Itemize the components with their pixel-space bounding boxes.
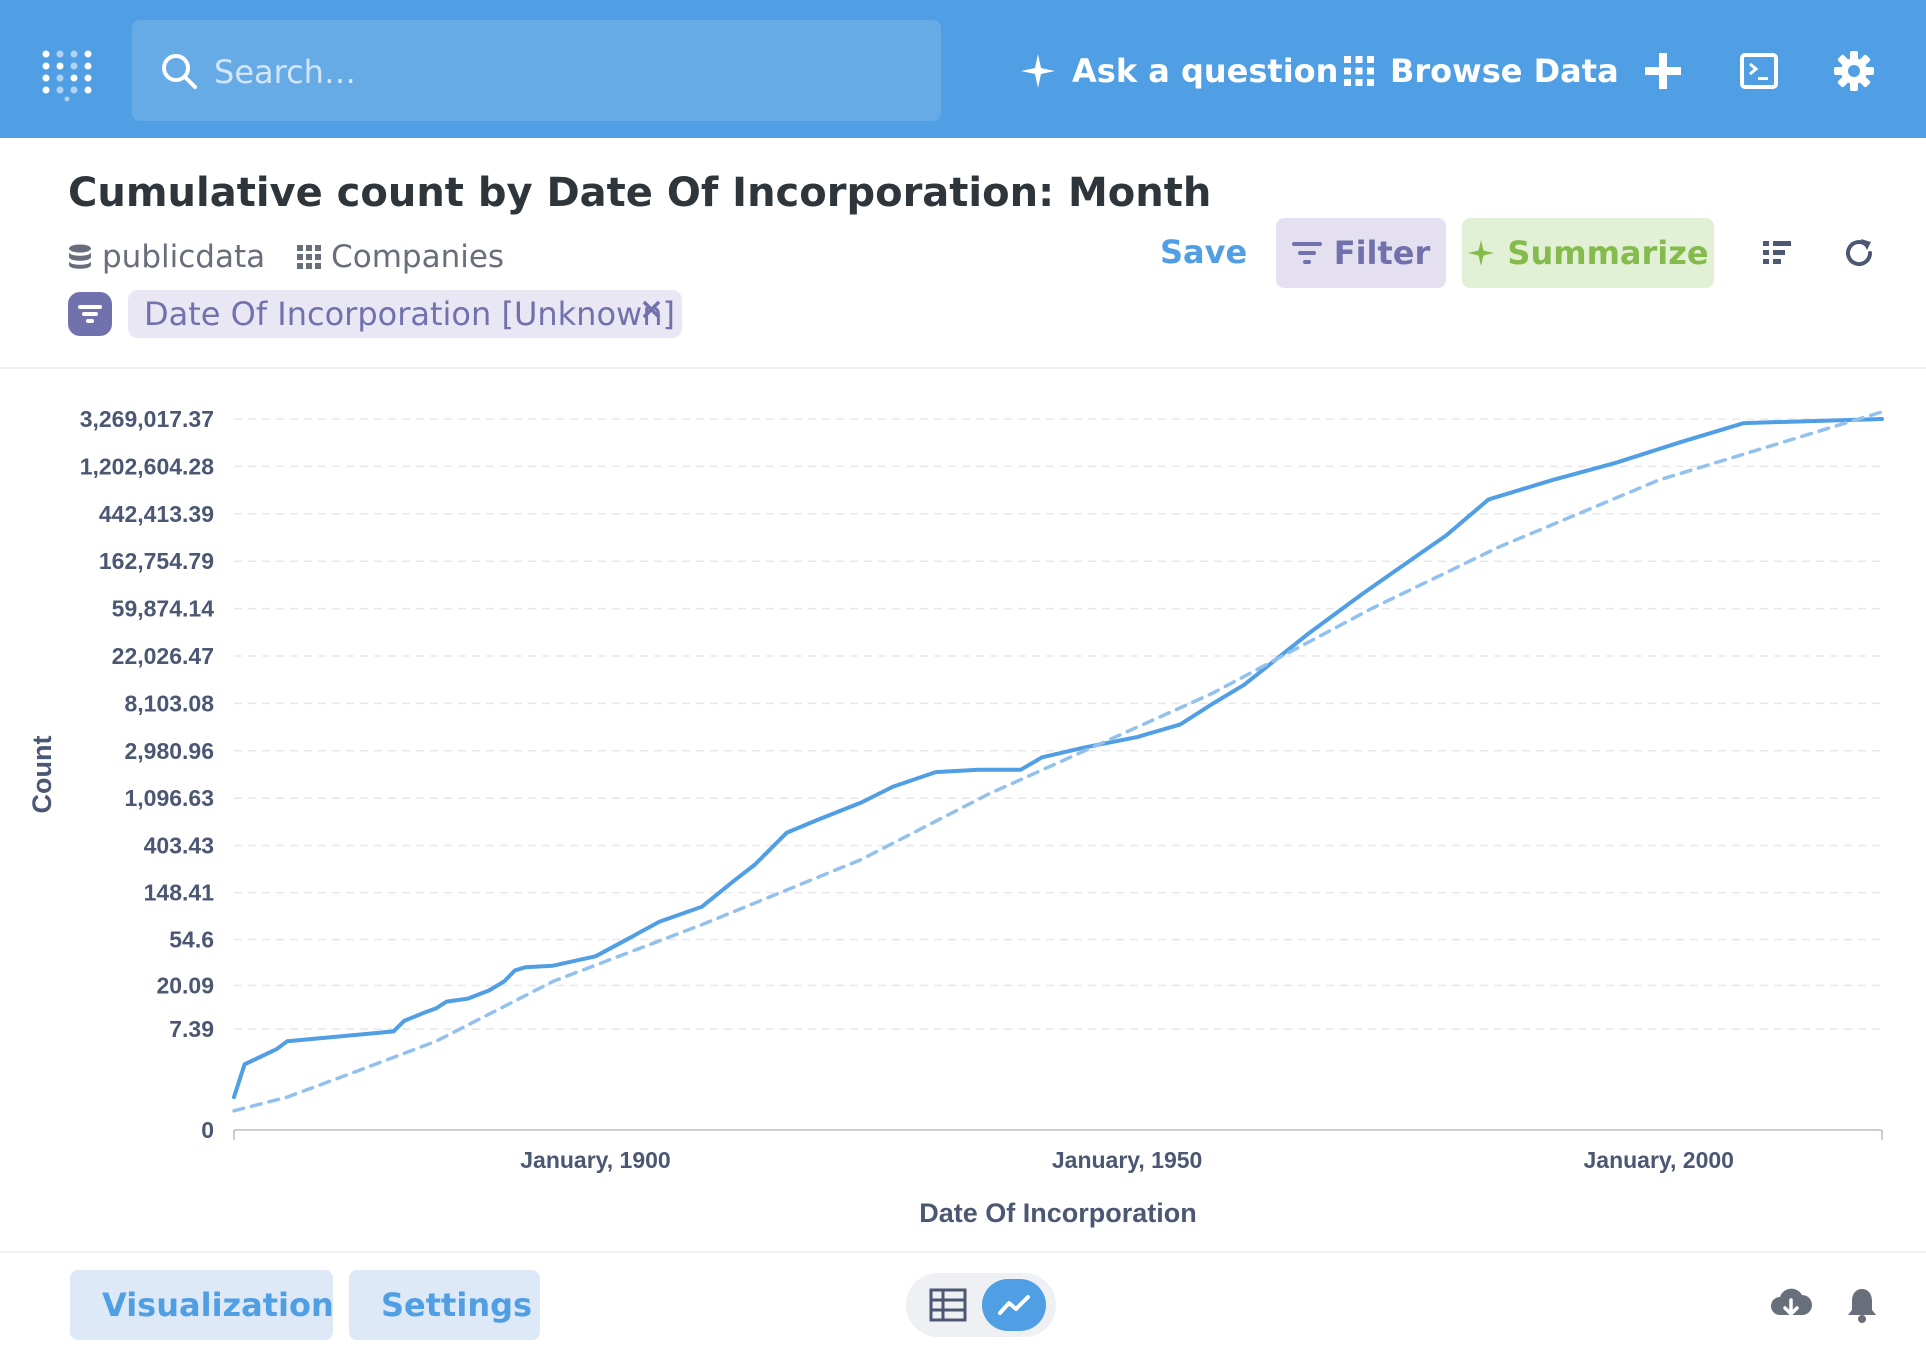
summarize-sparkle-icon (1468, 240, 1495, 266)
x-tick-label: January, 1900 (520, 1147, 670, 1173)
y-tick-label: 1,096.63 (124, 785, 214, 811)
y-tick-label: 0 (201, 1117, 214, 1143)
save-button[interactable]: Save (1160, 233, 1248, 271)
refresh-icon[interactable] (1842, 236, 1876, 270)
chart-view-icon (998, 1295, 1030, 1315)
filter-lines-icon (78, 305, 102, 323)
visualization-button[interactable]: Visualization (70, 1270, 334, 1340)
new-plus-icon[interactable] (1642, 50, 1684, 92)
download-icon[interactable] (1770, 1287, 1812, 1323)
database-name: publicdata (102, 239, 266, 275)
table-grid-icon (297, 245, 322, 269)
filter-label: Filter (1333, 234, 1431, 272)
sql-editor-icon[interactable] (1738, 50, 1780, 92)
browse-data-label: Browse Data (1390, 52, 1619, 90)
notebook-editor-icon[interactable] (1762, 238, 1794, 268)
settings-gear-icon[interactable] (1833, 50, 1875, 92)
filter-button[interactable]: Filter (1276, 218, 1446, 288)
y-tick-label: 20.09 (156, 972, 214, 998)
search-input[interactable] (212, 20, 916, 123)
metabase-logo-icon[interactable] (40, 44, 94, 102)
x-axis-title: Date Of Incorporation (919, 1198, 1197, 1228)
y-tick-label: 8,103.08 (124, 690, 214, 716)
search-box[interactable] (132, 20, 941, 123)
y-tick-label: 162,754.79 (99, 548, 214, 574)
table-view-icon[interactable] (928, 1285, 968, 1325)
sparkle-icon (1021, 54, 1055, 88)
view-toggle (906, 1273, 1056, 1337)
y-tick-label: 7.39 (169, 1016, 214, 1042)
y-tick-label: 403.43 (144, 832, 214, 858)
series-line (232, 417, 1884, 1100)
filter-pill-remove-icon[interactable]: × (638, 292, 664, 327)
y-tick-label: 1,202,604.28 (80, 453, 215, 479)
y-tick-label: 54.6 (169, 927, 214, 953)
grid-icon (1344, 56, 1374, 86)
filter-pill-label: Date Of Incorporation [Unknown] (144, 295, 675, 333)
question-title: Cumulative count by Date Of Incorporatio… (68, 170, 1212, 216)
visualization-label: Visualization (102, 1286, 334, 1324)
top-navigation-bar: Ask a question Browse Data (0, 0, 1926, 138)
y-tick-label: 22,026.47 (112, 643, 214, 669)
y-tick-label: 148.41 (144, 880, 215, 906)
trend-line (232, 410, 1884, 1113)
y-axis-title: Count (27, 736, 57, 814)
y-tick-label: 59,874.14 (112, 596, 215, 622)
filter-pill[interactable]: Date Of Incorporation [Unknown] × (128, 290, 682, 338)
breadcrumb-database[interactable]: publicdata (68, 239, 265, 275)
y-tick-label: 2,980.96 (124, 738, 214, 764)
breadcrumb-table[interactable]: Companies (297, 239, 504, 275)
filter-pill-icon[interactable] (68, 292, 112, 336)
x-tick-label: January, 1950 (1052, 1147, 1202, 1173)
ask-a-question-label: Ask a question (1072, 52, 1339, 90)
browse-data-button[interactable]: Browse Data (1344, 45, 1619, 97)
alert-bell-icon[interactable] (1846, 1286, 1878, 1324)
database-icon (69, 244, 91, 269)
summarize-label: Summarize (1507, 234, 1709, 272)
header-divider (0, 367, 1926, 369)
y-tick-label: 442,413.39 (99, 501, 214, 527)
table-name: Companies (331, 239, 505, 275)
ask-a-question-button[interactable]: Ask a question (1020, 45, 1338, 97)
footer-divider (0, 1251, 1926, 1253)
x-tick-label: January, 2000 (1583, 1147, 1733, 1173)
summarize-button[interactable]: Summarize (1462, 218, 1714, 288)
filter-icon (1291, 242, 1322, 264)
settings-button[interactable]: Settings (349, 1270, 540, 1340)
search-icon (162, 54, 197, 89)
y-tick-label: 3,269,017.37 (80, 406, 214, 432)
chart-view-button[interactable] (982, 1279, 1046, 1331)
breadcrumb: publicdata Companies (68, 237, 536, 277)
settings-label: Settings (381, 1286, 533, 1324)
line-chart: 0 7.39 20.09 54.6 148.41 403.43 1,096.63 2,980.… (27, 406, 1884, 1228)
